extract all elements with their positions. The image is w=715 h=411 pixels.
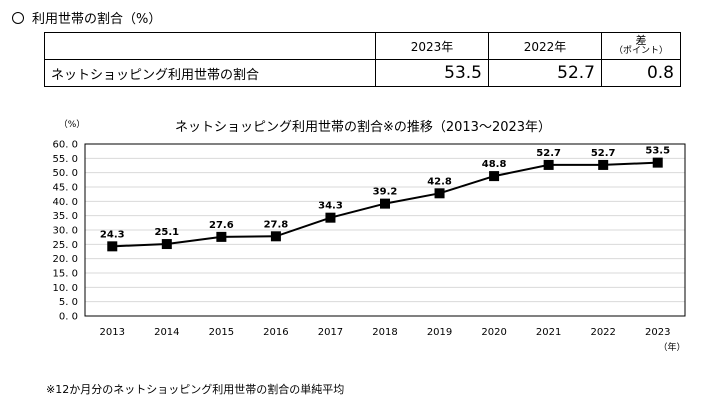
summary-data-row: ネットショッピング利用世帯の割合 53.5 52.7 0.8 bbox=[44, 59, 681, 87]
data-label: 27.6 bbox=[209, 220, 234, 231]
data-labels: 24.3 25.1 27.6 27.8 34.3 39.2 42.8 48.8 52.7 52.7… bbox=[100, 146, 670, 241]
header-diff-line1: 差 bbox=[635, 34, 647, 47]
data-marker bbox=[434, 188, 445, 199]
header-diff-line2: （ポイント） bbox=[613, 46, 668, 56]
x-tick-label: 2013 bbox=[100, 327, 125, 338]
x-tick-label: 2023 bbox=[645, 327, 670, 338]
data-label: 42.8 bbox=[427, 176, 452, 187]
x-tick-label: 2022 bbox=[590, 327, 615, 338]
y-tick-label: 20. 0 bbox=[53, 254, 78, 265]
data-markers bbox=[107, 157, 663, 252]
y-tick-label: 45. 0 bbox=[53, 183, 78, 194]
data-label: 39.2 bbox=[373, 187, 398, 198]
data-marker bbox=[543, 159, 554, 170]
y-tick-label: 35. 0 bbox=[53, 211, 78, 222]
data-label: 52.7 bbox=[536, 148, 561, 159]
y-tick-label: 30. 0 bbox=[53, 226, 78, 237]
data-label: 27.8 bbox=[264, 219, 289, 230]
x-tick-label: 2020 bbox=[481, 327, 506, 338]
data-marker bbox=[325, 212, 336, 223]
x-tick-label: 2017 bbox=[318, 327, 343, 338]
data-marker bbox=[216, 231, 227, 242]
data-label: 24.3 bbox=[100, 229, 125, 240]
data-marker bbox=[489, 171, 500, 182]
row-label: ネットショッピング利用世帯の割合 bbox=[44, 59, 376, 87]
data-marker bbox=[107, 241, 118, 252]
x-tick-label: 2015 bbox=[209, 327, 234, 338]
x-tick-labels: 2013 2014 2015 2016 2017 2018 2019 2020 2021 2022… bbox=[100, 327, 671, 338]
y-axis-unit: （%） bbox=[59, 119, 86, 130]
x-tick-label: 2016 bbox=[263, 327, 288, 338]
line-chart: ネットショッピング利用世帯の割合※の推移（2013～2023年） （%） （年）… bbox=[53, 119, 686, 353]
y-tick-label: 5. 0 bbox=[59, 297, 78, 308]
value-diff: 0.8 bbox=[601, 59, 681, 87]
circle-bullet-icon bbox=[12, 12, 24, 24]
header-2022: 2022年 bbox=[488, 32, 602, 60]
x-tick-label: 2019 bbox=[427, 327, 452, 338]
grid-lines bbox=[85, 157, 685, 303]
y-tick-label: 40. 0 bbox=[53, 197, 78, 208]
x-tick-label: 2021 bbox=[536, 327, 561, 338]
y-tick-label: 10. 0 bbox=[53, 283, 78, 294]
header-2023: 2023年 bbox=[375, 32, 489, 60]
x-axis-unit: （年） bbox=[658, 341, 685, 353]
y-tick-labels: 0. 0 5. 0 10. 0 15. 0 20. 0 25. 0 30. 0 35. 0 40… bbox=[53, 140, 78, 323]
data-label: 53.5 bbox=[645, 146, 670, 157]
y-tick-label: 50. 0 bbox=[53, 168, 78, 179]
data-marker bbox=[380, 198, 390, 209]
summary-table: 2023年 2022年 差 （ポイント） ネットショッピング利用世帯の割合 53… bbox=[44, 32, 681, 87]
header-diff: 差 （ポイント） bbox=[601, 32, 681, 60]
value-2022: 52.7 bbox=[488, 59, 602, 87]
data-marker bbox=[652, 157, 663, 168]
data-label: 25.1 bbox=[154, 227, 179, 238]
data-marker bbox=[161, 239, 172, 250]
y-tick-label: 15. 0 bbox=[53, 269, 78, 280]
summary-header-row: 2023年 2022年 差 （ポイント） bbox=[44, 32, 681, 60]
y-tick-label: 55. 0 bbox=[53, 154, 78, 165]
x-tick-label: 2014 bbox=[154, 327, 179, 338]
data-marker bbox=[270, 231, 281, 242]
chart-title: ネットショッピング利用世帯の割合※の推移（2013～2023年） bbox=[175, 119, 551, 135]
section-heading: 利用世帯の割合（%） bbox=[12, 8, 161, 27]
data-label: 52.7 bbox=[591, 148, 616, 159]
data-label: 48.8 bbox=[482, 159, 507, 170]
value-2023: 53.5 bbox=[375, 59, 489, 87]
y-tick-label: 60. 0 bbox=[53, 140, 78, 151]
y-tick-label: 25. 0 bbox=[53, 240, 78, 251]
y-tick-label: 0. 0 bbox=[59, 312, 78, 323]
x-tick-label: 2018 bbox=[372, 327, 397, 338]
data-marker bbox=[598, 159, 609, 170]
footnote: ※12か月分のネットショッピング利用世帯の割合の単純平均 bbox=[46, 383, 345, 396]
data-label: 34.3 bbox=[318, 201, 343, 212]
plot-frame bbox=[84, 143, 686, 317]
header-blank-cell bbox=[44, 32, 376, 60]
heading-text: 利用世帯の割合（%） bbox=[32, 12, 162, 27]
